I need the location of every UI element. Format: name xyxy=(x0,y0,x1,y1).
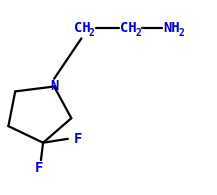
Text: NH: NH xyxy=(163,21,180,35)
Text: F: F xyxy=(35,161,43,175)
Text: 2: 2 xyxy=(135,28,141,38)
Text: 2: 2 xyxy=(89,28,95,38)
Text: F: F xyxy=(73,132,82,146)
Text: CH: CH xyxy=(120,21,137,35)
Text: CH: CH xyxy=(74,21,91,35)
Text: 2: 2 xyxy=(178,28,184,38)
Text: N: N xyxy=(50,80,58,93)
